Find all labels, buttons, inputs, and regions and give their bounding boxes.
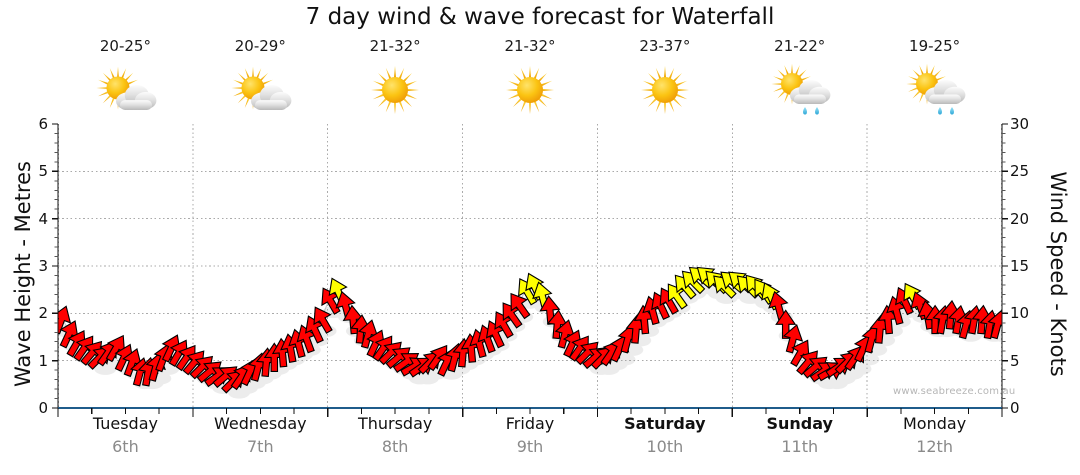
day-header-cell: 20-29° [193, 38, 328, 124]
sun-behind-cloud-icon [221, 59, 299, 121]
sun-icon [491, 59, 569, 121]
plot-area [58, 124, 1002, 408]
day-date-label: 6th [112, 437, 139, 456]
right-axis-tick-label: 10 [1010, 304, 1030, 323]
x-axis-day-cell: Sunday 11th [732, 412, 867, 470]
left-axis-tick-label: 1 [38, 351, 48, 370]
temperature-range: 21-32° [369, 37, 421, 55]
x-axis-day-cell: Thursday 8th [328, 412, 463, 470]
day-date-label: 12th [916, 437, 953, 456]
left-axis-tick-label: 0 [38, 399, 48, 417]
sun-icon [356, 59, 434, 121]
day-name-label: Thursday [357, 414, 433, 433]
day-header-cell: 21-22° [732, 38, 867, 124]
day-header-strip: 20-25° 20-29° [58, 38, 1002, 124]
temperature-range: 20-25° [99, 37, 151, 55]
right-axis-tick-labels: 30 25 20 15 10 5 0 [1010, 117, 1038, 416]
day-date-label: 9th [516, 437, 544, 456]
right-axis-tick-label: 15 [1010, 257, 1030, 275]
left-axis-tick-label: 5 [38, 162, 48, 181]
left-axis-tick-label: 3 [38, 257, 48, 275]
right-axis-tick-label: 20 [1010, 209, 1030, 228]
x-axis-day-cell: Friday 9th [463, 412, 598, 470]
x-axis-day-cell: Saturday 10th [597, 412, 732, 470]
x-axis-day-labels: Tuesday 6th Wednesday 7th Thursday 8th Friday 9… [58, 412, 1002, 470]
day-name-label: Tuesday [92, 414, 158, 433]
day-name-label: Wednesday [213, 414, 307, 433]
sun-cloud-rain-icon [761, 59, 839, 121]
day-name-label: Friday [505, 414, 555, 433]
right-axis-tick-label: 5 [1010, 351, 1020, 370]
right-axis-tick-label: 0 [1010, 399, 1020, 417]
day-date-label: 8th [381, 437, 409, 456]
day-header-cell: 21-32° [463, 38, 598, 124]
left-axis-tick-label: 2 [38, 304, 48, 323]
day-name-label: Monday [903, 414, 967, 433]
left-axis-tick-labels: 6 5 4 3 2 1 0 [24, 117, 48, 416]
day-header-cell: 21-32° [328, 38, 463, 124]
watermark: www.seabreeze.com.au [893, 386, 1016, 397]
temperature-range: 23-37° [639, 37, 691, 55]
page-title: 7 day wind & wave forecast for Waterfall [305, 4, 775, 30]
x-axis-day-cell: Monday 12th [867, 412, 1002, 470]
sun-icon [626, 59, 704, 121]
day-date-label: 11th [781, 437, 819, 456]
temperature-range: 21-22° [774, 37, 826, 55]
day-header-cell: 19-25° [867, 38, 1002, 124]
x-axis-day-cell: Wednesday 7th [193, 412, 328, 470]
temperature-range: 20-29° [234, 37, 286, 55]
day-date-label: 10th [646, 437, 684, 456]
sun-cloud-rain-icon [896, 59, 974, 121]
wind-arrow-plot [58, 124, 1002, 408]
day-name-label: Saturday [624, 414, 706, 433]
right-axis-tick-label: 30 [1010, 115, 1030, 133]
temperature-range: 19-25° [909, 37, 961, 55]
day-header-cell: 20-25° [58, 38, 193, 124]
left-axis-tick-label: 6 [38, 115, 48, 133]
day-header-cell: 23-37° [597, 38, 732, 124]
day-date-label: 7th [246, 437, 274, 456]
sun-behind-cloud-icon [86, 59, 164, 121]
x-axis-day-cell: Tuesday 6th [58, 412, 193, 470]
right-axis-tick-label: 25 [1010, 162, 1030, 181]
day-name-label: Sunday [766, 414, 833, 433]
right-axis-title: Wind Speed - Knots [1046, 171, 1070, 377]
left-axis-tick-label: 4 [38, 209, 48, 228]
temperature-range: 21-32° [504, 37, 556, 55]
